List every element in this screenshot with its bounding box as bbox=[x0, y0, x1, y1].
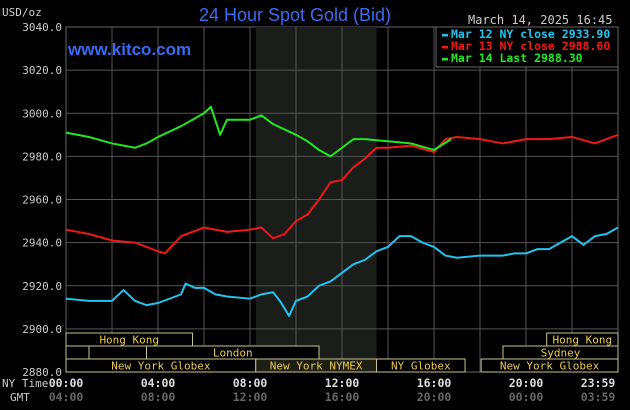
legend-entry: Mar 13 NY close 2988.60 bbox=[451, 39, 610, 53]
x-tick-ny: 20:00 bbox=[509, 376, 544, 390]
legend-swatch bbox=[442, 34, 448, 37]
session-label: Hong Kong bbox=[553, 334, 613, 347]
y-tick-label: 3000.0 bbox=[22, 107, 62, 120]
x-tick-gmt: 12:00 bbox=[233, 390, 268, 404]
session-label: New York NYMEX bbox=[270, 360, 363, 373]
session-bar bbox=[88, 345, 147, 360]
timestamp: March 14, 2025 16:45 bbox=[468, 13, 613, 27]
ny-time-label: NY Time bbox=[2, 377, 48, 390]
legend-entry: Mar 14 Last 2988.30 bbox=[451, 51, 583, 65]
session-label: London bbox=[213, 347, 253, 360]
x-tick-ny: 00:00 bbox=[49, 376, 84, 390]
y-axis: 3040.0 3020.0 3000.0 2980.0 2960.0 2940.0 2920… bbox=[22, 21, 62, 379]
legend-swatch bbox=[442, 58, 448, 61]
y-tick-label: 2900.0 bbox=[22, 323, 62, 336]
gmt-label: GMT bbox=[10, 391, 30, 404]
y-tick-label: 2940.0 bbox=[22, 237, 62, 250]
session-label: New York Globex bbox=[111, 360, 211, 373]
site-watermark[interactable]: www.kitco.com bbox=[67, 40, 191, 59]
legend-swatch bbox=[442, 46, 448, 49]
x-axis: 00:0004:0004:0008:0008:0012:0012:0016:00… bbox=[49, 376, 616, 404]
session-label: NY Globex bbox=[391, 360, 451, 373]
x-tick-gmt: 04:00 bbox=[49, 390, 84, 404]
x-tick-gmt: 03:59 bbox=[581, 390, 616, 404]
series-line-1 bbox=[65, 133, 619, 255]
y-tick-label: 3020.0 bbox=[22, 64, 62, 77]
session-label: Sydney bbox=[541, 347, 581, 360]
x-tick-ny: 16:00 bbox=[417, 376, 452, 390]
y-tick-label: 2980.0 bbox=[22, 150, 62, 163]
x-tick-gmt: 20:00 bbox=[417, 390, 452, 404]
y-tick-label: 2960.0 bbox=[22, 194, 62, 207]
session-label: New York Globex bbox=[500, 360, 600, 373]
x-tick-ny: 04:00 bbox=[141, 376, 176, 390]
session-bar bbox=[480, 358, 619, 373]
session-bar bbox=[65, 345, 90, 360]
chart-title: 24 Hour Spot Gold (Bid) bbox=[199, 5, 391, 25]
grid bbox=[66, 27, 618, 372]
series-line-2 bbox=[65, 105, 452, 158]
x-tick-ny: 23:59 bbox=[581, 376, 616, 390]
session-label: Hong Kong bbox=[99, 334, 159, 347]
series-line-0 bbox=[65, 226, 619, 317]
series-lines bbox=[65, 105, 619, 317]
y-axis-label: USD/oz bbox=[2, 6, 42, 19]
y-tick-label: 2880.0 bbox=[22, 366, 62, 379]
x-tick-ny: 12:00 bbox=[325, 376, 360, 390]
session-bar bbox=[376, 358, 466, 373]
y-tick-label: 2920.0 bbox=[22, 280, 62, 293]
y-tick-label: 3040.0 bbox=[22, 21, 62, 34]
legend bbox=[435, 26, 619, 68]
x-tick-gmt: 16:00 bbox=[325, 390, 360, 404]
x-tick-gmt: 08:00 bbox=[141, 390, 176, 404]
legend-entry: Mar 12 NY close 2933.90 bbox=[451, 27, 610, 41]
x-tick-gmt: 00:00 bbox=[509, 390, 544, 404]
x-tick-ny: 08:00 bbox=[233, 376, 268, 390]
